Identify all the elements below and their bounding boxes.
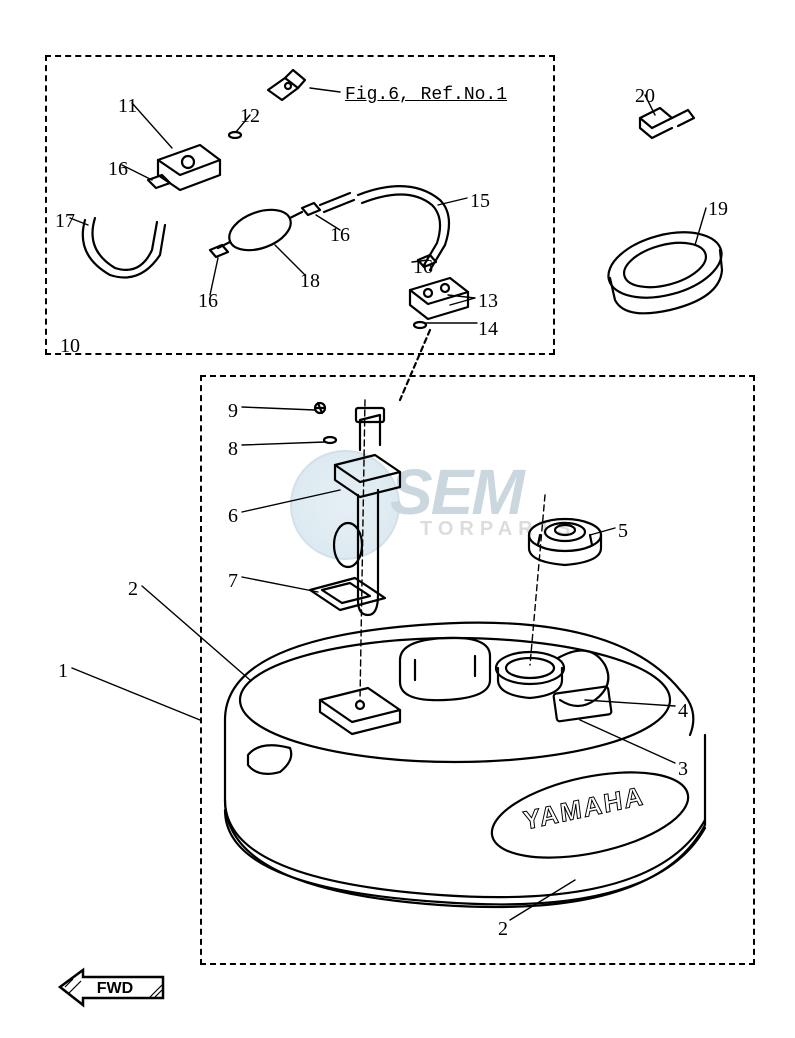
callout-15: 15 (470, 190, 490, 213)
boot-cover-19 (601, 221, 729, 313)
callout-14: 14 (478, 318, 498, 341)
callout-18: 18 (300, 270, 320, 293)
callout-13: 13 (478, 290, 498, 313)
callout-16a: 16 (108, 158, 128, 181)
callout-19: 19 (708, 198, 728, 221)
callout-16b: 16 (198, 290, 218, 313)
callout-2b: 2 (498, 918, 508, 941)
callout-7: 7 (228, 570, 238, 593)
callout-8: 8 (228, 438, 238, 461)
callout-1: 1 (58, 660, 68, 683)
callout-16c: 16 (330, 224, 350, 247)
callout-10: 10 (60, 335, 80, 358)
callout-4: 4 (678, 700, 688, 723)
connector-20 (640, 108, 694, 138)
callout-20: 20 (635, 85, 655, 108)
callout-5: 5 (618, 520, 628, 543)
callout-12: 12 (240, 105, 260, 128)
callout-2a: 2 (128, 578, 138, 601)
callout-6: 6 (228, 505, 238, 528)
callout-9: 9 (228, 400, 238, 423)
dashed-box-lower (200, 375, 755, 965)
callout-3: 3 (678, 758, 688, 781)
diagram-container: SEM TORPARTS (0, 0, 795, 1038)
figure-reference-text: Fig.6, Ref.No.1 (345, 85, 507, 105)
callout-16d: 16 (413, 256, 433, 279)
callout-17: 17 (55, 210, 75, 233)
fwd-text: FWD (97, 980, 133, 997)
fwd-direction-indicator: FWD (55, 965, 170, 1010)
callout-11: 11 (118, 95, 137, 118)
